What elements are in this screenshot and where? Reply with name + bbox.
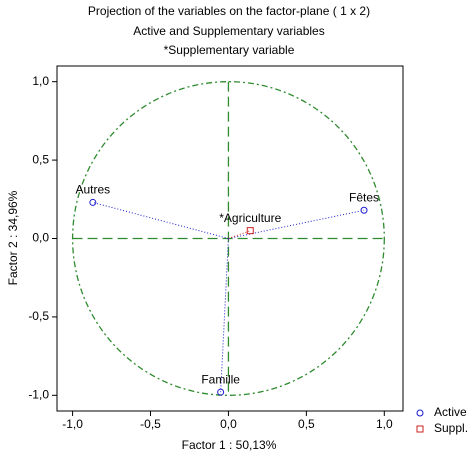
vector-line: [228, 209, 365, 239]
x-axis-label: Factor 1 : 50,13%: [182, 438, 277, 452]
point-label: Famille: [201, 372, 240, 386]
y-tick-label: 1,0: [32, 74, 49, 88]
point: [217, 388, 225, 396]
y-tick-label: -0,5: [28, 309, 49, 323]
y-tick-label: 0,0: [32, 231, 49, 245]
chart-note: *Supplementary variable: [164, 43, 295, 57]
y-tick-label: -1,0: [28, 387, 49, 401]
x-tick-label: 1,0: [376, 417, 393, 431]
x-tick-label: -1,0: [62, 417, 83, 431]
point: [246, 227, 254, 235]
vector-line: [220, 238, 229, 393]
legend-label: Suppl.: [434, 421, 468, 435]
x-tick-label: -0,5: [140, 417, 161, 431]
chart-subtitle: Active and Supplementary variables: [133, 24, 324, 38]
point-label: Fêtes: [349, 190, 379, 204]
point-label: *Agriculture: [219, 211, 281, 225]
legend-marker: [416, 425, 424, 433]
y-tick-label: 0,5: [32, 152, 49, 166]
point: [360, 206, 368, 214]
x-tick-label: 0,5: [298, 417, 315, 431]
x-tick-label: 0,0: [220, 417, 237, 431]
legend-marker: [416, 409, 424, 417]
vector-line: [92, 201, 229, 239]
y-axis-label: Factor 2 : 34,96%: [6, 190, 20, 285]
point: [89, 198, 97, 206]
point-label: Autres: [76, 183, 111, 197]
legend-label: Active: [434, 405, 467, 419]
chart-title: Projection of the variables on the facto…: [88, 4, 370, 18]
vector-line: [228, 230, 251, 239]
